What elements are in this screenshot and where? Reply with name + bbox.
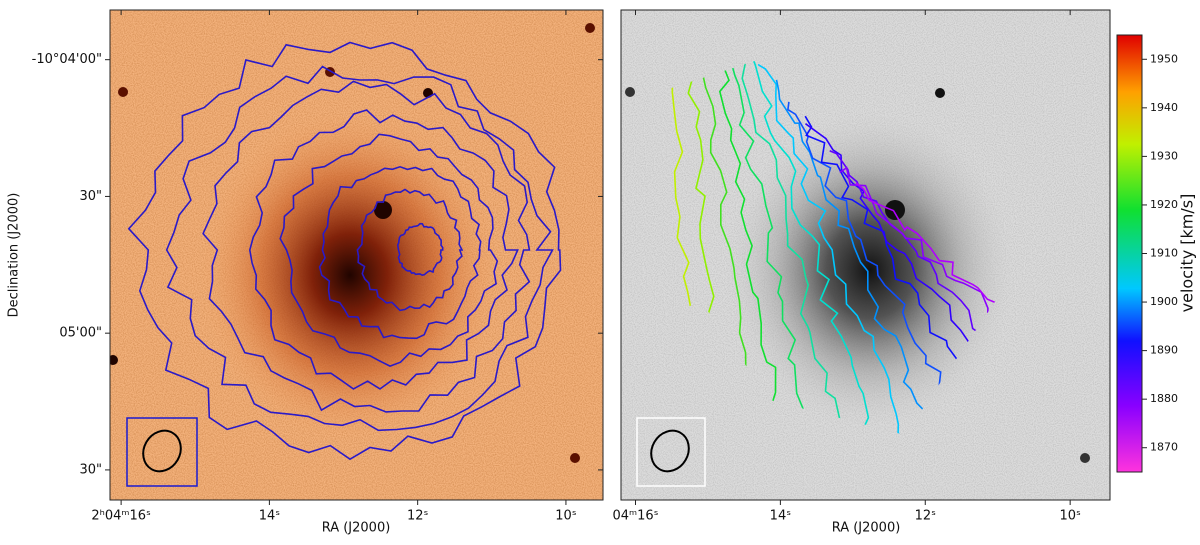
x-axis-label: RA (J2000): [832, 521, 901, 536]
hi-contour: [356, 188, 464, 312]
star: [935, 88, 945, 98]
galaxy: [200, 110, 500, 440]
velocity-contour: [757, 63, 921, 435]
star: [1080, 453, 1090, 463]
star: [625, 87, 635, 97]
colorbar-tick-label: 1890: [1150, 344, 1178, 357]
x-tick-label: 10ˢ: [555, 509, 577, 524]
colorbar-tick-label: 1900: [1150, 295, 1178, 308]
x-tick-label: 2ʰ04ᵐ16ˢ: [91, 509, 151, 524]
colorbar-tick-label: 1940: [1150, 101, 1178, 114]
knot: [885, 200, 905, 220]
beam: [142, 429, 182, 473]
hi-contour: [165, 65, 554, 432]
hi-contour: [396, 222, 444, 277]
y-tick-label: 30": [79, 462, 102, 477]
panel-frame: [620, 9, 1111, 501]
beam-box: [636, 417, 706, 487]
colorbar-tick-label: 1920: [1150, 198, 1178, 211]
knot: [374, 201, 392, 219]
colorbar-tick-label: 1870: [1150, 441, 1178, 454]
x-tick-label: 10ˢ: [1059, 509, 1081, 524]
star: [110, 355, 118, 365]
x-tick-label: 04ᵐ16ˢ: [612, 509, 658, 524]
x-tick-label: 14ˢ: [259, 509, 281, 524]
hi-contour: [202, 80, 531, 413]
star: [585, 23, 595, 33]
hi-contours: [127, 41, 562, 461]
colorbar-label: velocity [km/s]: [1178, 194, 1197, 313]
velocity-panel: [621, 10, 1110, 500]
x-tick-label: 12ˢ: [407, 509, 429, 524]
x-tick-label: 12ˢ: [915, 509, 937, 524]
y-tick-label: 05'00": [59, 326, 102, 341]
y-tick-label: -10°04'00": [32, 52, 102, 67]
hi-contour: [248, 109, 519, 390]
hi-contour: [318, 165, 482, 340]
x-axis-label: RA (J2000): [322, 521, 391, 536]
colorbar-tick-label: 1880: [1150, 392, 1178, 405]
star: [570, 453, 580, 463]
y-axis-label: Declination (J2000): [7, 193, 22, 318]
colorbar-tick-label: 1930: [1150, 149, 1178, 162]
velocity-contour: [775, 79, 954, 435]
colorbar-tick-label: 1910: [1150, 247, 1178, 260]
y-tick-label: 30": [79, 189, 102, 204]
galaxy: [725, 110, 1015, 430]
colorbar-tick-label: 1950: [1150, 52, 1178, 65]
colorbar: [1116, 34, 1143, 473]
x-tick-label: 14ˢ: [770, 509, 792, 524]
hi-contour: [279, 133, 499, 367]
panel-frame: [109, 9, 604, 501]
beam-box: [126, 417, 198, 487]
beam: [650, 429, 690, 473]
star: [118, 87, 128, 97]
optical-panel: [110, 10, 603, 500]
hi-contour: [127, 41, 562, 461]
velocity-contour: [749, 41, 891, 435]
